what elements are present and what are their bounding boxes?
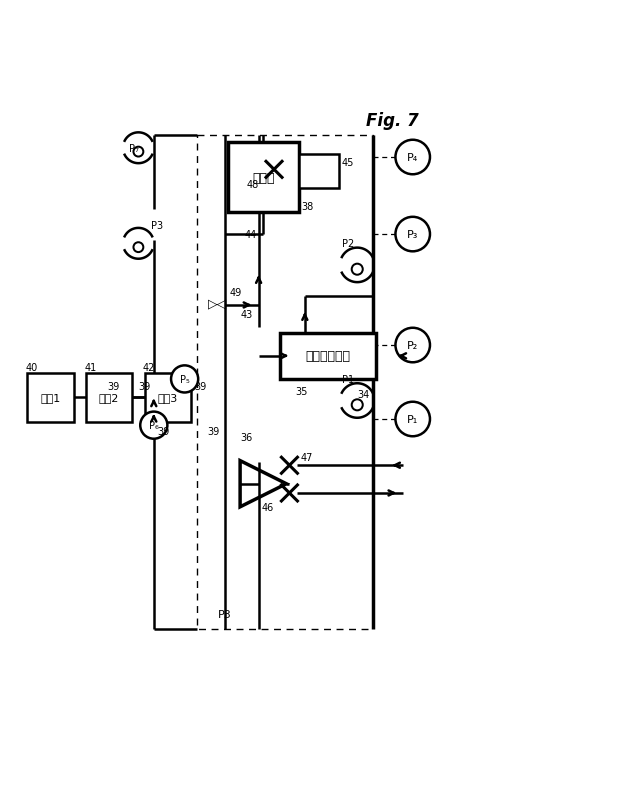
Text: 35: 35 xyxy=(295,387,308,397)
Text: 流体1: 流体1 xyxy=(40,393,61,403)
Text: P3: P3 xyxy=(218,610,231,620)
Text: 34: 34 xyxy=(357,390,369,400)
Text: P₆: P₆ xyxy=(149,420,159,431)
Text: 46: 46 xyxy=(262,503,274,512)
Text: 脱気器: 脱気器 xyxy=(252,172,274,184)
Text: 42: 42 xyxy=(142,363,155,372)
Text: 49: 49 xyxy=(230,288,242,298)
Bar xyxy=(280,334,376,379)
Circle shape xyxy=(171,366,198,393)
Text: Fig. 7: Fig. 7 xyxy=(366,111,419,130)
Bar xyxy=(299,155,339,188)
Text: 流体2: 流体2 xyxy=(99,393,119,403)
Text: P₁: P₁ xyxy=(407,415,419,424)
Text: P₅: P₅ xyxy=(180,375,190,384)
Text: 39: 39 xyxy=(208,427,220,437)
Text: 48: 48 xyxy=(246,180,259,189)
Text: 36: 36 xyxy=(240,433,253,443)
Text: 47: 47 xyxy=(300,452,313,463)
Text: 脳馮フィルタ: 脳馮フィルタ xyxy=(305,350,350,363)
Text: P₃: P₃ xyxy=(407,230,419,240)
Bar xyxy=(27,373,73,423)
Bar xyxy=(144,373,191,423)
Bar xyxy=(86,373,132,423)
Circle shape xyxy=(140,412,167,439)
Text: P₄: P₄ xyxy=(407,153,419,163)
Bar xyxy=(228,143,299,213)
Text: 39: 39 xyxy=(194,382,206,391)
Text: 39: 39 xyxy=(157,427,169,437)
Text: 39: 39 xyxy=(108,382,120,391)
Text: P1: P1 xyxy=(342,375,354,384)
Text: P₂: P₂ xyxy=(407,341,419,350)
Text: P₇: P₇ xyxy=(129,144,139,153)
Circle shape xyxy=(396,328,430,363)
Text: 41: 41 xyxy=(84,363,96,372)
Text: P2: P2 xyxy=(342,239,354,249)
Circle shape xyxy=(396,217,430,252)
Text: 43: 43 xyxy=(240,310,253,320)
Circle shape xyxy=(351,399,363,411)
Circle shape xyxy=(134,148,143,157)
Text: 流体3: 流体3 xyxy=(157,393,178,403)
Text: P3: P3 xyxy=(151,221,163,230)
Text: ▷◁: ▷◁ xyxy=(208,298,227,310)
Text: 44: 44 xyxy=(245,230,257,240)
Text: 38: 38 xyxy=(302,202,314,213)
Text: 39: 39 xyxy=(139,382,151,391)
Text: 45: 45 xyxy=(342,158,354,168)
Circle shape xyxy=(134,243,143,253)
Circle shape xyxy=(396,140,430,175)
Circle shape xyxy=(396,403,430,437)
Circle shape xyxy=(351,265,363,275)
Text: 40: 40 xyxy=(26,363,38,372)
